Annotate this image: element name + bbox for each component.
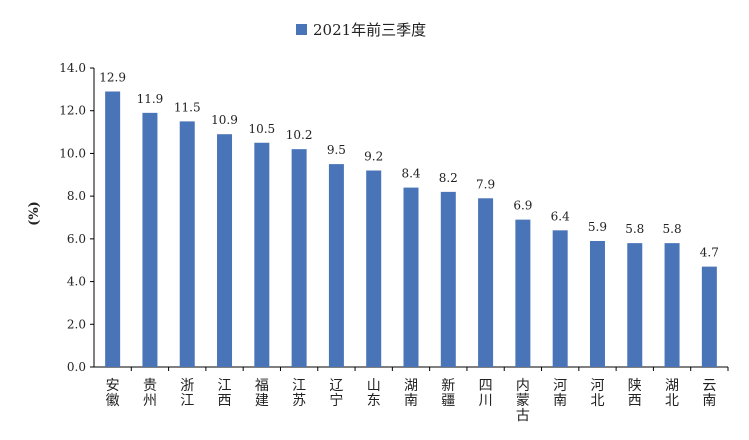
bar	[105, 91, 121, 367]
x-tick-label: 新	[441, 378, 455, 394]
bar	[403, 187, 419, 367]
y-tick-label: 12.0	[59, 104, 86, 118]
bar	[217, 134, 233, 367]
x-tick-label: 西	[628, 393, 642, 409]
data-label: 10.2	[286, 128, 313, 142]
bar	[701, 266, 717, 367]
legend: 2021年前三季度	[296, 18, 426, 40]
x-tick-label: 北	[590, 393, 604, 409]
x-tick-label: 内	[516, 378, 530, 394]
x-tick-label: 湖	[665, 378, 679, 394]
y-tick-label: 8.0	[67, 189, 86, 203]
legend-swatch	[296, 23, 307, 35]
x-tick-label: 辽	[329, 378, 343, 394]
y-tick-label: 2.0	[67, 317, 86, 331]
x-tick-label: 江	[180, 393, 194, 409]
x-tick-label: 古	[516, 408, 530, 424]
bar	[552, 230, 568, 367]
x-tick-label: 建	[255, 393, 269, 409]
x-tick-label: 宁	[329, 392, 343, 409]
data-label: 5.8	[625, 222, 644, 236]
x-tick-label: 疆	[441, 393, 455, 409]
data-label: 9.5	[327, 143, 346, 157]
data-label: 11.9	[137, 92, 164, 106]
x-tick-label: 西	[218, 393, 232, 409]
x-tick-label: 福	[255, 378, 269, 394]
x-tick-label: 东	[367, 393, 381, 409]
x-tick-label: 徽	[106, 393, 120, 409]
x-tick-label: 南	[404, 393, 418, 409]
data-label: 8.4	[401, 167, 420, 181]
x-tick-label: 河	[553, 378, 567, 394]
data-label: 6.9	[513, 199, 532, 213]
x-tick-label: 蒙	[516, 393, 530, 409]
bar	[179, 121, 195, 368]
x-tick-label: 州	[143, 393, 157, 409]
x-tick-label: 川	[479, 393, 493, 409]
data-label: 12.9	[99, 70, 126, 84]
x-tick-label: 南	[553, 393, 567, 409]
x-tick-label: 浙	[180, 378, 194, 394]
x-tick-label: 苏	[292, 393, 306, 409]
x-tick-label: 安	[106, 378, 120, 394]
bar	[366, 170, 382, 367]
y-tick-label: 14.0	[59, 61, 86, 75]
data-label: 10.9	[211, 113, 238, 127]
bar	[328, 164, 344, 367]
bar	[515, 219, 531, 367]
x-tick-label: 江	[218, 378, 232, 394]
legend-label: 2021年前三季度	[313, 20, 427, 39]
x-tick-label: 山	[367, 378, 381, 394]
bar	[142, 112, 158, 367]
y-tick-label: 10.0	[59, 146, 86, 160]
data-label: 8.2	[439, 171, 458, 185]
x-tick-label: 南	[702, 393, 716, 409]
data-label: 7.9	[476, 177, 495, 191]
x-tick-label: 云	[702, 378, 716, 394]
data-label: 5.8	[663, 222, 682, 236]
bar	[664, 243, 680, 367]
data-label: 11.5	[174, 100, 201, 114]
bar	[254, 142, 270, 367]
y-tick-label: 6.0	[67, 232, 86, 246]
x-tick-label: 贵	[143, 378, 157, 394]
bar	[589, 240, 605, 367]
bar	[478, 198, 494, 367]
bar	[627, 243, 643, 367]
y-tick-label: 4.0	[67, 275, 86, 289]
x-tick-label: 河	[590, 378, 604, 394]
data-label: 10.5	[248, 122, 275, 136]
data-label: 9.2	[364, 150, 383, 164]
y-tick-label: 0.0	[67, 360, 86, 374]
bar	[291, 149, 307, 367]
data-label: 5.9	[588, 220, 607, 234]
x-tick-label: 北	[665, 393, 679, 409]
x-tick-label: 四	[479, 378, 493, 394]
data-label: 6.4	[551, 209, 570, 223]
bar	[440, 191, 456, 367]
x-tick-label: 陕	[628, 378, 642, 394]
x-tick-label: 湖	[404, 378, 418, 394]
x-tick-label: 江	[292, 378, 306, 394]
data-label: 4.7	[700, 246, 719, 260]
